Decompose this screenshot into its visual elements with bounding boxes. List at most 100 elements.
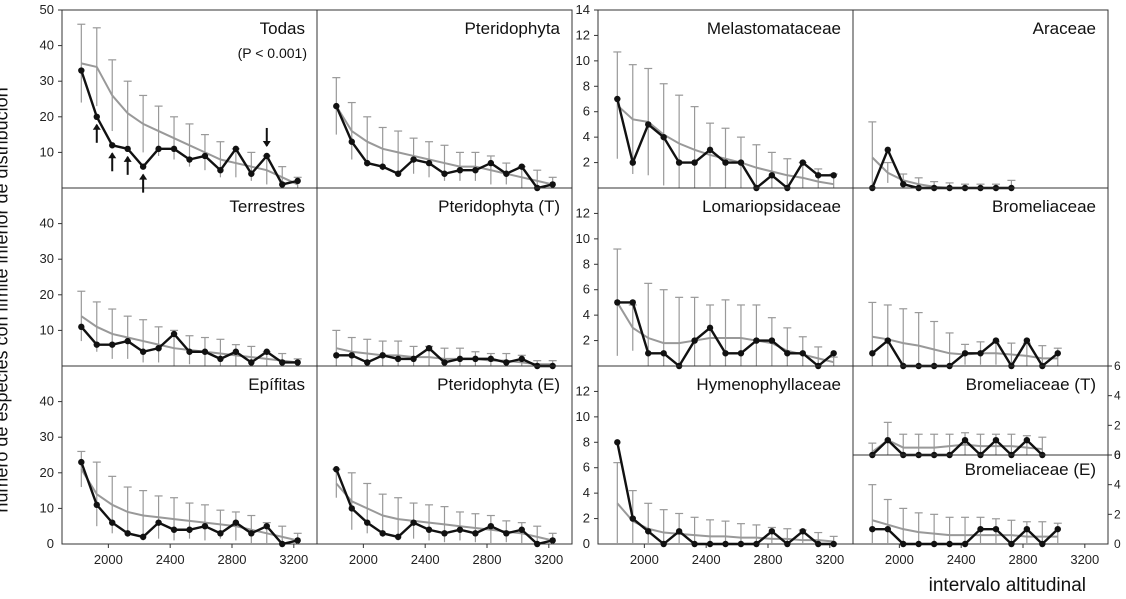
panel-title: Epífitas (248, 375, 305, 394)
x-tick-label: 3200 (1070, 552, 1099, 567)
expected-curve (616, 502, 834, 543)
data-point (784, 350, 791, 357)
data-point (884, 436, 891, 444)
up-arrow-head (92, 123, 101, 130)
data-point (1054, 350, 1061, 357)
x-tick-label: 2800 (754, 552, 783, 567)
data-point (333, 466, 340, 473)
data-point (155, 145, 162, 153)
data-point (768, 337, 776, 344)
expected-curve (872, 519, 1058, 538)
data-point (614, 95, 621, 103)
data-point (170, 526, 178, 533)
y-tick-label: 4 (583, 307, 590, 322)
y-tick-label: 12 (576, 205, 590, 220)
data-point (487, 355, 495, 363)
x-tick-label: 2800 (1009, 552, 1038, 567)
panel-title: Terrestres (229, 197, 305, 216)
y-tick-label: 6 (583, 282, 590, 297)
data-point (768, 172, 776, 179)
data-point (815, 540, 822, 548)
y-tick-label: 8 (583, 78, 590, 93)
data-point (503, 170, 510, 177)
data-point (753, 540, 760, 548)
y-tick-label: 40 (40, 394, 54, 409)
observed-line (871, 438, 1044, 457)
data-point (645, 528, 652, 535)
data-point (992, 337, 1000, 344)
x-tick-label: 2800 (218, 552, 247, 567)
data-point (977, 350, 984, 357)
figure-y-axis-label: número de especies con límite inferior d… (0, 87, 12, 513)
data-point (472, 355, 479, 363)
y-tick-label: 30 (40, 73, 54, 88)
data-point (441, 170, 448, 177)
data-point (348, 352, 355, 359)
data-point (768, 528, 776, 535)
data-point (364, 519, 371, 526)
data-point (884, 337, 891, 344)
data-point (124, 530, 131, 537)
y-tick-label: 10 (40, 500, 54, 515)
data-point (961, 350, 969, 357)
data-point (691, 159, 698, 166)
y-tick-label-right: 2 (1114, 507, 1121, 521)
panel-title: Bromeliaceae (T) (966, 375, 1096, 394)
data-point (691, 337, 698, 344)
data-point (217, 530, 224, 537)
data-point (645, 121, 652, 128)
data-point (977, 525, 984, 533)
x-tick-label: 3200 (279, 552, 308, 567)
data-point (784, 540, 791, 548)
data-point (737, 540, 745, 548)
data-point (549, 537, 556, 544)
data-point (294, 537, 301, 544)
data-point (333, 352, 340, 359)
y-tick-label: 4 (583, 129, 590, 144)
data-point (201, 523, 209, 530)
data-point (961, 540, 969, 548)
y-tick-label-right: 4 (1114, 478, 1121, 492)
data-point (394, 533, 402, 541)
panel-title: Pteridophyta (E) (437, 375, 560, 394)
data-point (629, 299, 636, 306)
data-point (660, 350, 667, 357)
y-tick-label: 6 (583, 104, 590, 119)
data-point (706, 540, 714, 548)
chart-panel-10: 2000 2400 2800 3200 Pteridophyta (E) (316, 365, 573, 567)
y-tick-label: 20 (40, 465, 54, 480)
data-point (487, 159, 495, 167)
data-point (645, 350, 652, 357)
y-tick-label: 4 (583, 485, 590, 500)
chart-panel-8: Bromeliaceae (852, 187, 1109, 370)
data-point (186, 348, 193, 355)
data-point (691, 540, 698, 548)
data-point (518, 526, 525, 533)
y-tick-label: 20 (40, 287, 54, 302)
panel-title: Araceae (1033, 19, 1096, 38)
data-point (248, 170, 255, 177)
expected-curve (335, 482, 553, 542)
panel-annotation: (P < 0.001) (238, 45, 307, 61)
data-point (737, 350, 745, 357)
data-point (425, 159, 433, 167)
y-tick-label-right: 0 (1114, 448, 1121, 462)
data-point (155, 519, 162, 526)
data-point (294, 177, 301, 185)
data-point (279, 540, 286, 548)
y-tick-label: 0 (47, 536, 54, 551)
y-tick-label: 10 (576, 231, 590, 246)
data-point (884, 525, 891, 533)
data-point (629, 159, 636, 166)
y-tick-label: 2 (583, 155, 590, 170)
chart-panel-4: Araceae (852, 9, 1109, 192)
chart-panel-7: 2 4 6 8 10 12 Lomariopsidaceae (576, 187, 854, 370)
expected-curve (336, 347, 553, 366)
data-point (706, 324, 714, 332)
x-tick-label: 2400 (411, 552, 440, 567)
data-point (1039, 540, 1046, 548)
data-point (675, 159, 683, 166)
data-point (93, 501, 100, 509)
data-point (961, 436, 969, 444)
data-point (456, 167, 464, 174)
